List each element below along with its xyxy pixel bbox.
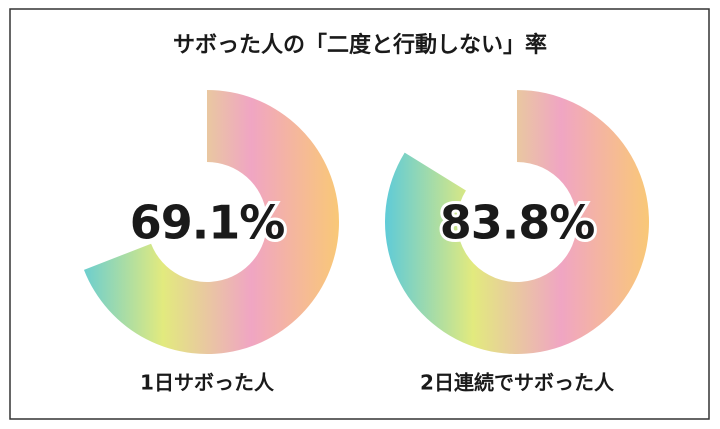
donut-segment	[83, 90, 340, 355]
caption: 2日連続でサボった人	[420, 371, 615, 395]
chart-title: サボった人の「二度と行動しない」率	[173, 32, 547, 58]
caption: 1日サボった人	[140, 371, 275, 395]
donut-segment	[385, 90, 650, 354]
frame	[9, 8, 710, 420]
value-label: 83.8%	[440, 196, 595, 250]
value-label: 69.1%	[130, 196, 285, 250]
